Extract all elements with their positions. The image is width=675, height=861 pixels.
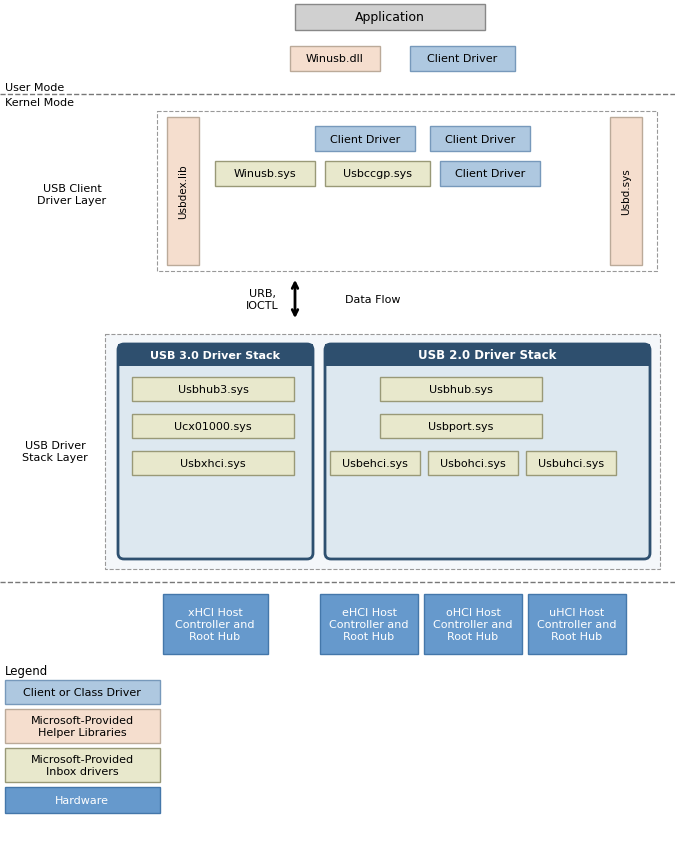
Bar bbox=[295, 5, 485, 31]
Text: xHCI Host
Controller and
Root Hub: xHCI Host Controller and Root Hub bbox=[176, 607, 254, 641]
Bar bbox=[424, 594, 522, 654]
Bar bbox=[105, 335, 660, 569]
Bar bbox=[428, 451, 518, 475]
Text: Usbdex.lib: Usbdex.lib bbox=[178, 164, 188, 219]
Bar bbox=[410, 47, 515, 72]
Bar bbox=[5, 709, 160, 743]
Bar bbox=[5, 787, 160, 813]
Text: uHCI Host
Controller and
Root Hub: uHCI Host Controller and Root Hub bbox=[537, 607, 617, 641]
Text: Application: Application bbox=[355, 11, 425, 24]
Text: Microsoft-Provided
Helper Libraries: Microsoft-Provided Helper Libraries bbox=[30, 715, 134, 737]
Text: USB 2.0 Driver Stack: USB 2.0 Driver Stack bbox=[418, 349, 556, 362]
Bar bbox=[380, 414, 542, 438]
Bar bbox=[528, 594, 626, 654]
Text: Usbhub.sys: Usbhub.sys bbox=[429, 385, 493, 394]
Text: Usbohci.sys: Usbohci.sys bbox=[440, 458, 506, 468]
Bar bbox=[610, 118, 642, 266]
Bar bbox=[215, 162, 315, 187]
Text: Kernel Mode: Kernel Mode bbox=[5, 98, 74, 108]
Text: Usbd.sys: Usbd.sys bbox=[621, 169, 631, 215]
Text: USB Client
Driver Layer: USB Client Driver Layer bbox=[37, 183, 107, 206]
Text: Usbccgp.sys: Usbccgp.sys bbox=[342, 169, 412, 179]
Text: URB,
IOCTL: URB, IOCTL bbox=[246, 288, 278, 311]
Text: Client Driver: Client Driver bbox=[455, 169, 525, 179]
Bar bbox=[440, 162, 540, 187]
Bar bbox=[5, 680, 160, 704]
Text: eHCI Host
Controller and
Root Hub: eHCI Host Controller and Root Hub bbox=[329, 607, 409, 641]
Bar bbox=[315, 127, 415, 152]
Bar bbox=[330, 451, 420, 475]
Text: Usbxhci.sys: Usbxhci.sys bbox=[180, 458, 246, 468]
Bar bbox=[118, 344, 313, 367]
Text: Client Driver: Client Driver bbox=[427, 54, 497, 64]
Text: Legend: Legend bbox=[5, 665, 48, 678]
Text: Winusb.dll: Winusb.dll bbox=[306, 54, 364, 64]
Text: USB Driver
Stack Layer: USB Driver Stack Layer bbox=[22, 440, 88, 462]
Text: Hardware: Hardware bbox=[55, 795, 109, 805]
Bar bbox=[320, 594, 418, 654]
Bar bbox=[5, 748, 160, 782]
Text: Microsoft-Provided
Inbox drivers: Microsoft-Provided Inbox drivers bbox=[30, 754, 134, 777]
Text: Winusb.sys: Winusb.sys bbox=[234, 169, 296, 179]
Bar bbox=[163, 594, 268, 654]
Text: Usbehci.sys: Usbehci.sys bbox=[342, 458, 408, 468]
Text: Usbuhci.sys: Usbuhci.sys bbox=[538, 458, 604, 468]
Bar bbox=[290, 47, 380, 72]
Bar bbox=[325, 344, 650, 367]
Bar bbox=[132, 378, 294, 401]
Bar bbox=[132, 451, 294, 475]
Text: USB 3.0 Driver Stack: USB 3.0 Driver Stack bbox=[150, 350, 280, 361]
Bar bbox=[325, 162, 430, 187]
Text: Client or Class Driver: Client or Class Driver bbox=[23, 687, 141, 697]
FancyBboxPatch shape bbox=[325, 344, 650, 560]
Bar bbox=[157, 112, 657, 272]
Bar bbox=[167, 118, 199, 266]
Bar bbox=[526, 451, 616, 475]
Text: Usbport.sys: Usbport.sys bbox=[429, 422, 493, 431]
Text: Ucx01000.sys: Ucx01000.sys bbox=[174, 422, 252, 431]
Text: Client Driver: Client Driver bbox=[445, 135, 515, 145]
Bar bbox=[380, 378, 542, 401]
Text: User Mode: User Mode bbox=[5, 83, 64, 93]
Text: Data Flow: Data Flow bbox=[345, 294, 400, 305]
Bar bbox=[430, 127, 530, 152]
Text: Client Driver: Client Driver bbox=[330, 135, 400, 145]
Bar bbox=[132, 414, 294, 438]
Text: Usbhub3.sys: Usbhub3.sys bbox=[178, 385, 248, 394]
Text: oHCI Host
Controller and
Root Hub: oHCI Host Controller and Root Hub bbox=[433, 607, 513, 641]
FancyBboxPatch shape bbox=[118, 344, 313, 560]
